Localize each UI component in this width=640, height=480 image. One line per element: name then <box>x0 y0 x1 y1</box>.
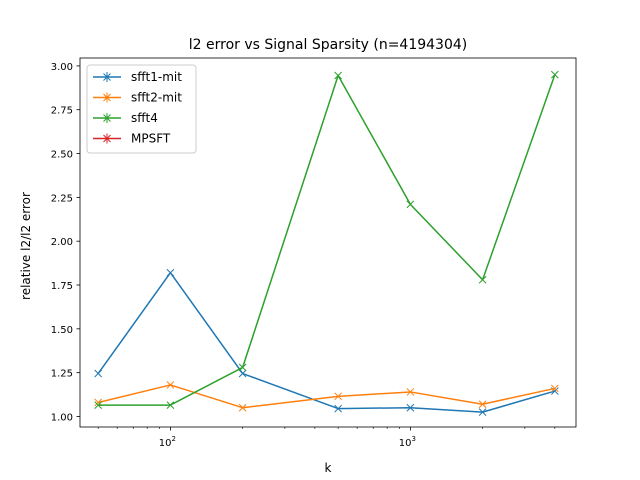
chart-title: l2 error vs Signal Sparsity (n=4194304) <box>189 37 467 53</box>
data-point <box>550 384 559 393</box>
y-axis-label: relative l2/l2 error <box>19 192 33 300</box>
y-tick-label: 2.00 <box>51 237 73 248</box>
data-point <box>238 369 247 378</box>
data-point <box>334 404 342 413</box>
data-point <box>478 408 487 416</box>
plot-area: 1.00 1.25 1.50 1.75 2.00 2.25 2.50 2.75 3.00 102 1… <box>51 57 577 449</box>
y-tick-label: 2.50 <box>51 150 73 161</box>
legend-marker <box>102 72 112 82</box>
data-point <box>166 381 175 389</box>
data-point <box>238 363 247 372</box>
y-tick-label: 3.00 <box>51 62 73 73</box>
data-point <box>334 392 342 401</box>
data-point <box>94 369 103 378</box>
legend-label: MPSFT <box>131 132 171 146</box>
x-tick-label: 103 <box>399 435 416 449</box>
legend-box <box>86 64 197 154</box>
data-point <box>94 401 103 409</box>
y-tick-label: 1.75 <box>51 281 73 292</box>
data-point <box>406 200 415 209</box>
y-tick-label: 1.25 <box>51 369 73 380</box>
legend: sfft1-mit sfft2-mit sfft4 MPSFT <box>86 64 197 154</box>
y-tick-label: 2.75 <box>51 106 73 117</box>
data-point <box>166 401 175 409</box>
data-point <box>478 275 487 284</box>
legend-label: sfft2-mit <box>131 91 182 105</box>
legend-label: sfft4 <box>131 111 158 125</box>
axes-frame <box>79 57 577 428</box>
y-tick-label: 2.25 <box>51 193 73 204</box>
x-axis-label: k <box>325 461 332 475</box>
x-tick-label: 102 <box>159 435 176 449</box>
legend-marker <box>102 133 112 144</box>
series-line-sfft1-mit <box>97 271 556 413</box>
data-point <box>406 388 415 396</box>
data-point <box>406 403 415 412</box>
data-point <box>334 71 342 80</box>
legend-marker <box>102 113 112 123</box>
y-tick-label: 1.00 <box>51 412 73 423</box>
data-point <box>238 403 247 412</box>
y-tick-label: 1.50 <box>51 325 73 336</box>
data-point <box>166 268 175 277</box>
data-point <box>550 70 559 79</box>
legend-marker <box>102 92 112 103</box>
data-point <box>478 400 487 409</box>
legend-label: sfft1-mit <box>131 70 182 84</box>
